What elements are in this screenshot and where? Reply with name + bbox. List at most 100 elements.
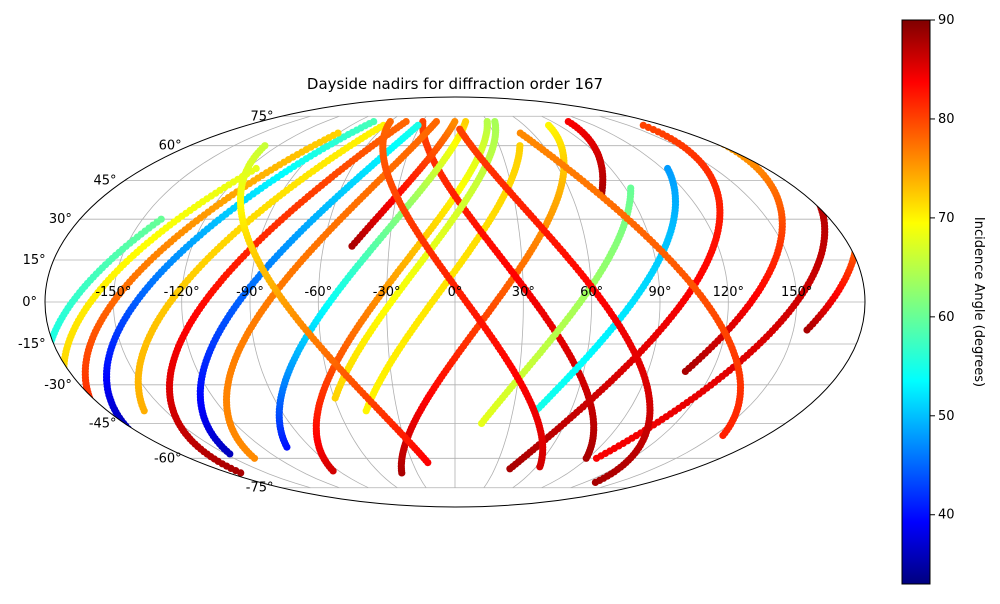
- data-point: [805, 182, 813, 190]
- data-point: [848, 205, 856, 213]
- data-point: [776, 155, 784, 163]
- colorbar-ticks: 40 50 60 70 80 90: [930, 13, 955, 523]
- data-point: [57, 407, 65, 415]
- data-point: [88, 400, 96, 408]
- data-point: [790, 166, 798, 174]
- latitude-tick-label: -30°: [44, 378, 72, 393]
- data-point: [451, 118, 459, 126]
- data-points: [45, 118, 861, 486]
- data-point: [116, 433, 124, 441]
- data-point: [45, 369, 51, 377]
- data-point: [45, 348, 53, 356]
- latitude-tick-label: 30°: [49, 212, 72, 227]
- data-point: [798, 174, 806, 182]
- data-point: [545, 121, 553, 129]
- longitude-tick-label: -30°: [373, 285, 401, 300]
- data-point: [45, 360, 51, 368]
- longitude-tick-label: 30°: [512, 285, 535, 300]
- data-point: [112, 430, 120, 438]
- latitude-tick-label: 15°: [23, 253, 46, 268]
- longitude-tick-label: -90°: [236, 285, 264, 300]
- latitude-tick-label: -60°: [154, 451, 182, 466]
- data-point: [772, 153, 780, 161]
- graticule: [45, 115, 865, 489]
- longitude-tick-label: -60°: [304, 285, 332, 300]
- data-point: [793, 168, 801, 176]
- longitude-tick-label: -150°: [95, 285, 131, 300]
- data-point: [90, 403, 98, 411]
- latitude-tick-label: 75°: [250, 109, 273, 124]
- data-point: [133, 433, 141, 441]
- data-point: [130, 443, 138, 451]
- longitude-tick-labels: -150° -120° -90° -60° -30° 0° 30° 60° 90° 120° 150…: [95, 285, 812, 300]
- data-point: [853, 228, 861, 236]
- map-boundary: [44, 96, 866, 508]
- data-point: [139, 448, 147, 456]
- data-point: [53, 401, 62, 409]
- data-point: [664, 164, 672, 173]
- data-point: [45, 351, 52, 359]
- data-point: [142, 441, 151, 449]
- colorbar-tick-label: 40: [938, 508, 955, 523]
- data-point: [456, 125, 464, 133]
- data-point: [852, 219, 860, 227]
- data-point: [803, 179, 811, 187]
- data-point: [252, 164, 260, 173]
- colorbar: 40 50 60 70 80 90 Incidence Angle (degrees): [901, 13, 986, 585]
- data-point: [843, 196, 852, 204]
- chart-title: Dayside nadirs for diffraction order 167: [307, 75, 603, 93]
- latitude-tick-label: 60°: [159, 139, 182, 154]
- data-point: [814, 196, 822, 204]
- data-point: [812, 193, 820, 201]
- longitude-tick-label: 0°: [448, 285, 463, 300]
- data-point: [52, 398, 60, 406]
- data-point: [126, 441, 134, 449]
- data-point: [639, 121, 647, 129]
- data-point: [46, 341, 54, 350]
- data-point: [146, 443, 154, 451]
- colorbar-label: Incidence Angle (degrees): [971, 217, 986, 387]
- data-point: [45, 354, 51, 362]
- longitude-tick-label: 120°: [713, 285, 744, 300]
- longitude-tick-label: 90°: [648, 285, 671, 300]
- latitude-tick-label: 45°: [94, 174, 117, 189]
- latitude-tick-label: -75°: [246, 481, 274, 496]
- data-point: [483, 118, 491, 126]
- data-point: [136, 435, 144, 443]
- data-point: [811, 190, 819, 198]
- data-point: [45, 357, 51, 365]
- data-point: [851, 216, 859, 224]
- data-point: [838, 188, 846, 196]
- colorbar-tick-label: 60: [938, 310, 955, 325]
- colorbar-tick-label: 70: [938, 211, 955, 226]
- data-point: [833, 182, 842, 190]
- data-point: [261, 142, 269, 150]
- data-point: [402, 118, 410, 126]
- data-point: [516, 142, 524, 150]
- data-point: [828, 177, 836, 185]
- data-point: [842, 193, 850, 201]
- data-point: [807, 185, 815, 193]
- data-point: [786, 163, 795, 171]
- data-point: [845, 199, 853, 207]
- data-point: [849, 207, 857, 216]
- data-point: [432, 118, 440, 126]
- data-point: [134, 446, 142, 454]
- data-point: [831, 179, 839, 187]
- data-point: [809, 188, 817, 196]
- data-point: [564, 118, 572, 126]
- data-point: [852, 243, 860, 251]
- data-point: [783, 160, 791, 169]
- data-point: [143, 451, 151, 459]
- data-point: [462, 118, 470, 126]
- data-point: [60, 369, 68, 377]
- data-point: [851, 213, 859, 221]
- data-point: [516, 129, 524, 137]
- data-point: [91, 405, 99, 414]
- data-point: [122, 438, 131, 446]
- data-point: [491, 118, 499, 126]
- latitude-tick-labels: -75° -60° -45° -30° -15° 0° 15° 30° 45° 60° 75°: [18, 109, 274, 495]
- data-point: [45, 345, 53, 353]
